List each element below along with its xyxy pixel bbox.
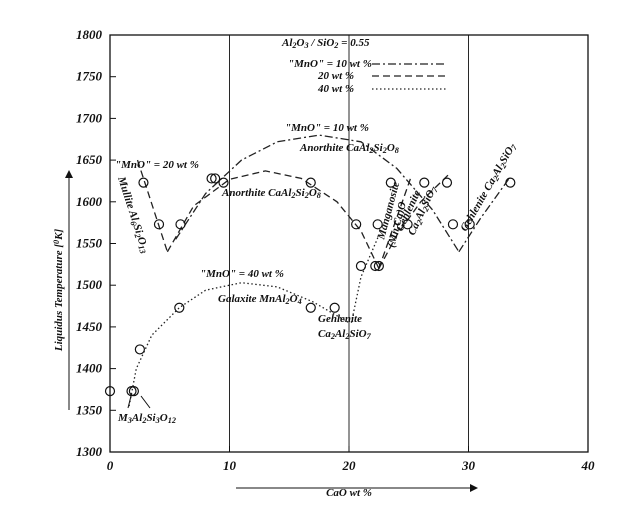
annotation-arrow bbox=[127, 395, 132, 409]
data-point bbox=[153, 219, 165, 230]
y-tick-label: 1750 bbox=[76, 69, 103, 84]
data-point bbox=[355, 260, 367, 272]
data-point bbox=[329, 302, 340, 313]
data-point bbox=[104, 386, 116, 397]
y-tick-label: 1400 bbox=[76, 361, 103, 376]
series-line bbox=[128, 234, 380, 407]
data-point bbox=[174, 302, 185, 313]
data-point bbox=[372, 219, 383, 230]
data-point bbox=[373, 260, 384, 272]
x-tick-label: 10 bbox=[223, 458, 237, 473]
data-point bbox=[206, 173, 217, 184]
x-tick-label: 40 bbox=[581, 458, 596, 473]
legend-title: Al2O3 / SiO2 = 0.55 bbox=[281, 37, 370, 50]
data-point bbox=[464, 219, 475, 230]
legend-label: 40 wt % bbox=[317, 83, 354, 95]
x-axis-label: CaO wt % bbox=[326, 487, 372, 499]
y-tick-label: 1700 bbox=[76, 110, 103, 125]
legend-label: 20 wt % bbox=[317, 70, 354, 82]
data-point bbox=[447, 219, 459, 230]
data-point bbox=[402, 219, 413, 230]
data-point bbox=[419, 177, 430, 188]
data-point bbox=[441, 177, 453, 188]
data-point bbox=[505, 177, 516, 188]
data-point bbox=[370, 260, 381, 272]
annotation: "MnO" = 40 wt % bbox=[200, 268, 284, 280]
series-line bbox=[136, 159, 452, 269]
annotation-arrow bbox=[140, 395, 151, 409]
y-tick-label: 1600 bbox=[76, 194, 103, 209]
x-tick-label: 30 bbox=[461, 458, 476, 473]
y-axis-arrowhead bbox=[65, 170, 73, 178]
x-tick-label: 0 bbox=[107, 458, 114, 473]
data-point bbox=[218, 177, 229, 188]
y-tick-label: 1650 bbox=[76, 152, 103, 167]
data-point bbox=[305, 177, 316, 188]
annotation: "MnO" = 20 wt % bbox=[115, 159, 199, 171]
y-tick-label: 1500 bbox=[76, 277, 103, 292]
data-point bbox=[210, 173, 221, 184]
y-tick-label: 1550 bbox=[76, 236, 103, 251]
data-point bbox=[305, 302, 316, 313]
y-axis-label: Liquidus Temperature [0K] bbox=[52, 229, 65, 353]
annotation: Galaxite MnAl2O4 bbox=[218, 293, 302, 306]
legend-label: "MnO" = 10 wt % bbox=[288, 58, 372, 70]
annotation: M3Al2Si3O12 bbox=[117, 412, 176, 425]
x-tick-label: 20 bbox=[342, 458, 357, 473]
x-axis-arrowhead bbox=[470, 484, 478, 492]
data-point bbox=[128, 386, 139, 397]
data-point bbox=[385, 177, 396, 188]
annotation: Ca2Al2SiO7 bbox=[318, 328, 372, 341]
y-tick-label: 1300 bbox=[76, 444, 103, 459]
data-point bbox=[175, 219, 186, 230]
annotation: Anorthite CaAl2Si2O8 bbox=[299, 142, 399, 155]
data-point bbox=[134, 344, 145, 355]
data-point bbox=[351, 219, 362, 230]
annotation: "MnO" = 10 wt % bbox=[285, 122, 369, 134]
annotation: Anorthite CaAl2Si2O8 bbox=[221, 187, 321, 200]
y-tick-label: 1450 bbox=[76, 319, 103, 334]
annotation: Gehlenite bbox=[318, 313, 362, 325]
y-tick-label: 1800 bbox=[76, 27, 103, 42]
y-tick-label: 1350 bbox=[76, 402, 103, 417]
data-point bbox=[138, 177, 149, 188]
